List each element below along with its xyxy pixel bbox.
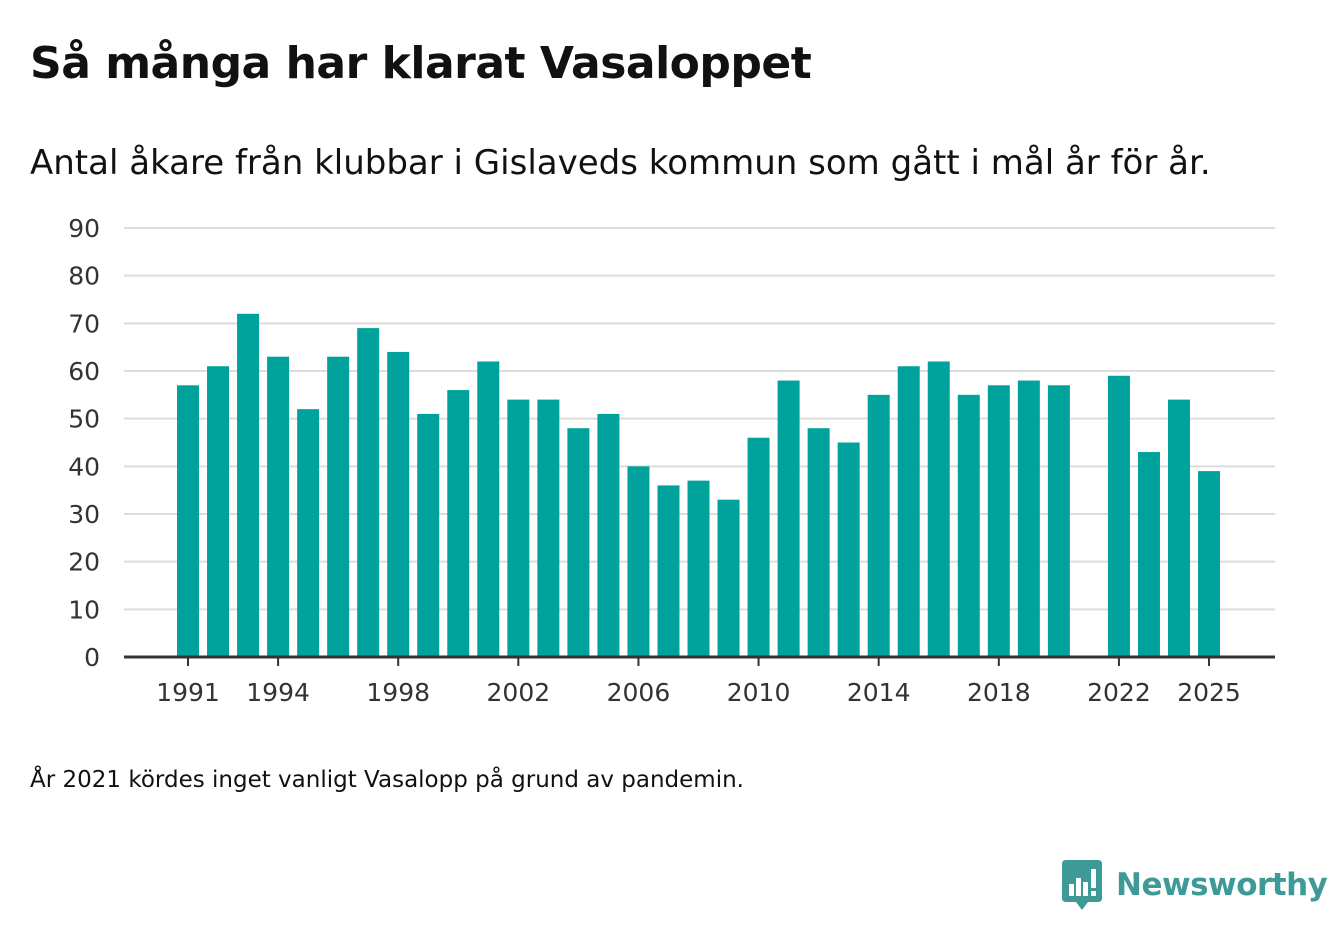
bar [537, 399, 560, 657]
y-tick-label: 60 [68, 357, 100, 386]
bar [387, 351, 410, 657]
bar [327, 356, 350, 657]
bar-chart: 0 10 20 30 40 50 60 70 80 90 1991 1994 1998 2002 2006 2… [68, 214, 1275, 707]
bar [627, 466, 650, 657]
bar [1137, 452, 1160, 657]
bar [897, 366, 920, 657]
bar [237, 313, 260, 657]
y-tick-label: 40 [68, 452, 100, 481]
bar [687, 480, 710, 657]
x-tick-label: 2018 [967, 678, 1031, 707]
brand-name: Newsworthy [1116, 867, 1328, 903]
x-tick-label: 1998 [366, 678, 430, 707]
y-tick-label: 80 [68, 262, 100, 291]
x-tick-label: 2002 [487, 678, 551, 707]
bar [207, 366, 230, 657]
brand-logo[interactable]: Newsworthy [1062, 860, 1328, 910]
x-tick-label: 2014 [847, 678, 911, 707]
x-tick-label: 2010 [727, 678, 791, 707]
chart-subtitle: Antal åkare från klubbar i Gislaveds kom… [30, 143, 1211, 183]
bar [417, 413, 440, 657]
bar [867, 394, 890, 657]
bar [1107, 375, 1130, 657]
bar [927, 361, 950, 657]
x-tick-label: 1994 [246, 678, 310, 707]
bar [177, 385, 199, 657]
bar [1167, 399, 1190, 657]
bar [957, 394, 980, 657]
bar [567, 428, 590, 657]
footnote: År 2021 kördes inget vanligt Vasalopp på… [30, 767, 744, 793]
bar [1047, 385, 1070, 657]
x-tick-label: 1991 [156, 678, 220, 707]
bar [447, 390, 470, 657]
bar-chart-badge-icon [1062, 860, 1102, 910]
x-tick-label: 2006 [607, 678, 671, 707]
bar [357, 328, 380, 657]
y-tick-label: 30 [68, 500, 100, 529]
x-tick-label: 2025 [1177, 678, 1241, 707]
bar [297, 409, 320, 657]
bar [837, 442, 860, 657]
bar [717, 499, 740, 657]
bar [807, 428, 830, 657]
y-tick-label: 20 [68, 548, 100, 577]
bar [747, 437, 770, 657]
bar [987, 385, 1010, 657]
bar [1198, 471, 1221, 657]
bar [1017, 380, 1040, 657]
chart-title: Så många har klarat Vasaloppet [30, 38, 812, 89]
bar [477, 361, 500, 657]
y-tick-label: 90 [68, 214, 100, 243]
y-tick-label: 70 [68, 309, 100, 338]
y-tick-label: 10 [68, 595, 100, 624]
bar [507, 399, 530, 657]
bar [777, 380, 800, 657]
x-tick-label: 2022 [1087, 678, 1151, 707]
y-tick-label: 50 [68, 405, 100, 434]
bar [267, 356, 290, 657]
y-tick-label: 0 [84, 643, 100, 672]
bar [657, 485, 680, 657]
bar [597, 413, 620, 657]
